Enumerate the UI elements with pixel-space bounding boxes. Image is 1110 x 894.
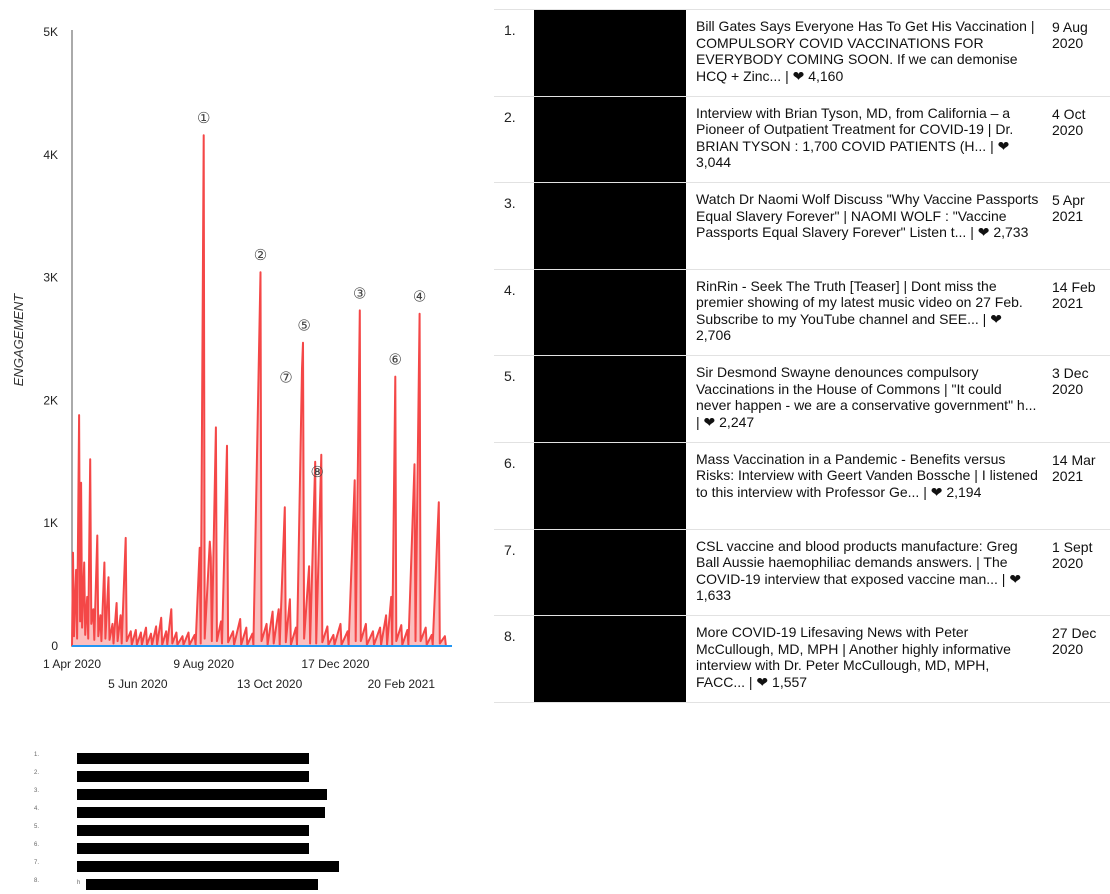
post-date: 9 Aug 2020 (1050, 9, 1110, 97)
redacted-list-number: 2. (34, 770, 40, 776)
post-date: 1 Sept 2020 (1050, 528, 1110, 616)
x-tick-label: 9 Aug 2020 (173, 657, 234, 671)
y-tick-label: 5K (43, 25, 58, 39)
peak-annotation: ③ (353, 285, 366, 302)
y-tick-label: 1K (43, 516, 58, 530)
post-rank: 3. (494, 182, 534, 270)
post-title: Sir Desmond Swayne denounces compulsory … (686, 355, 1050, 443)
redacted-list-item: 3. (30, 786, 430, 804)
post-row: 8. More COVID-19 Lifesaving News with Pet… (494, 615, 1110, 703)
redacted-list: 1. 2. 3. 4. 5. 6. 7. 8. h (30, 750, 430, 894)
post-row: 1. Bill Gates Says Everyone Has To Get Hi… (494, 9, 1110, 97)
post-rank: 5. (494, 355, 534, 443)
post-title: Interview with Brian Tyson, MD, from Cal… (686, 95, 1050, 183)
peak-annotation: ④ (413, 289, 426, 306)
engagement-chart: ENGAGEMENT 0 1K 2K 3K 4K 5K 1 Apr 2020 5 Jun 2… (11, 25, 452, 691)
redaction-bar (86, 879, 318, 890)
x-tick-label: 1 Apr 2020 (43, 657, 101, 671)
y-tick-label: 3K (43, 271, 58, 285)
redacted-list-number: 6. (34, 842, 40, 848)
x-tick-label: 20 Feb 2021 (368, 677, 436, 691)
x-tick-label: 13 Oct 2020 (237, 677, 303, 691)
peak-annotation: ⑧ (311, 464, 324, 481)
post-rank: 6. (494, 441, 534, 530)
redacted-thumbnail (534, 615, 686, 703)
y-axis-label: ENGAGEMENT (11, 293, 26, 387)
redacted-list-number: 4. (34, 806, 40, 812)
post-row: 5. Sir Desmond Swayne denounces compulsor… (494, 355, 1110, 443)
redaction-bar (77, 771, 309, 782)
y-tick-label: 4K (43, 148, 58, 162)
engagement-line (71, 134, 447, 647)
y-tick-label: 0 (51, 639, 58, 653)
post-rank: 8. (494, 615, 534, 703)
redacted-thumbnail (534, 268, 686, 356)
post-title: Mass Vaccination in a Pandemic - Benefit… (686, 441, 1050, 530)
post-title: Bill Gates Says Everyone Has To Get His … (686, 9, 1050, 97)
redacted-thumbnail (534, 441, 686, 530)
redaction-bar (77, 825, 309, 836)
post-row: 7. CSL vaccine and blood products manufac… (494, 528, 1110, 616)
redacted-list-item: 6. (30, 840, 430, 858)
redacted-list-number: 1. (34, 752, 40, 758)
post-title: Watch Dr Naomi Wolf Discuss "Why Vaccine… (686, 182, 1050, 270)
peak-annotation: ② (254, 247, 267, 264)
post-date: 4 Oct 2020 (1050, 95, 1110, 183)
redaction-bar (77, 843, 309, 854)
redacted-list-number: 7. (34, 860, 40, 866)
post-rank: 2. (494, 95, 534, 183)
post-date: 3 Dec 2020 (1050, 355, 1110, 443)
redacted-list-number: 5. (34, 824, 40, 830)
redaction-bar (77, 807, 325, 818)
redaction-bar (77, 861, 339, 872)
y-tick-label: 2K (43, 393, 58, 407)
redacted-list-item: 1. (30, 750, 430, 768)
post-row: 4. RinRin - Seek The Truth [Teaser] | Don… (494, 268, 1110, 356)
x-tick-label: 17 Dec 2020 (301, 657, 369, 671)
post-row: 2. Interview with Brian Tyson, MD, from C… (494, 95, 1110, 183)
redacted-thumbnail (534, 182, 686, 270)
peak-annotation: ① (197, 110, 210, 127)
post-date: 14 Mar 2021 (1050, 441, 1110, 530)
post-rank: 1. (494, 9, 534, 97)
redacted-thumbnail (534, 95, 686, 183)
peak-annotation: ⑥ (389, 352, 402, 369)
redacted-list-number: 8. (34, 878, 40, 884)
redacted-list-fragment: h (77, 880, 81, 886)
peak-annotation: ⑦ (279, 369, 292, 386)
redacted-list-item: 5. (30, 822, 430, 840)
redacted-thumbnail (534, 355, 686, 443)
redaction-bar (77, 753, 309, 764)
redacted-list-number: 3. (34, 788, 40, 794)
post-row: 3. Watch Dr Naomi Wolf Discuss "Why Vacci… (494, 182, 1110, 270)
post-title: More COVID-19 Lifesaving News with Peter… (686, 615, 1050, 703)
redaction-bar (77, 789, 327, 800)
redacted-list-item: 8. h (30, 876, 430, 894)
post-row: 6. Mass Vaccination in a Pandemic - Benef… (494, 441, 1110, 530)
post-rank: 4. (494, 268, 534, 356)
post-date: 14 Feb 2021 (1050, 268, 1110, 356)
redacted-thumbnail (534, 9, 686, 97)
post-rank: 7. (494, 528, 534, 616)
x-tick-label: 5 Jun 2020 (108, 677, 168, 691)
top-posts-table: 1. Bill Gates Says Everyone Has To Get Hi… (494, 9, 1110, 703)
redacted-list-item: 2. (30, 768, 430, 786)
post-title: CSL vaccine and blood products manufactu… (686, 528, 1050, 616)
redacted-list-item: 7. (30, 858, 430, 876)
redacted-thumbnail (534, 528, 686, 616)
peak-annotation: ⑤ (297, 318, 310, 335)
post-date: 5 Apr 2021 (1050, 182, 1110, 270)
post-title: RinRin - Seek The Truth [Teaser] | Dont … (686, 268, 1050, 356)
redacted-list-item: 4. (30, 804, 430, 822)
post-date: 27 Dec 2020 (1050, 615, 1110, 703)
